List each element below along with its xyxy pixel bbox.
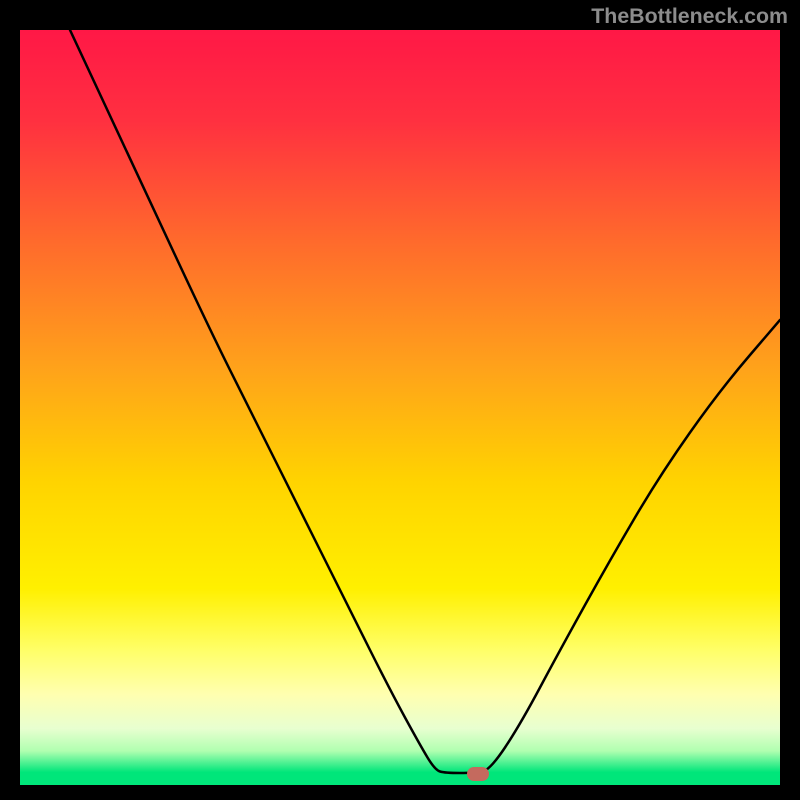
curve-path xyxy=(70,30,780,773)
watermark-label: TheBottleneck.com xyxy=(591,4,788,29)
plot-area xyxy=(20,30,780,785)
bottleneck-curve xyxy=(20,30,780,785)
optimal-point-marker xyxy=(467,767,489,781)
